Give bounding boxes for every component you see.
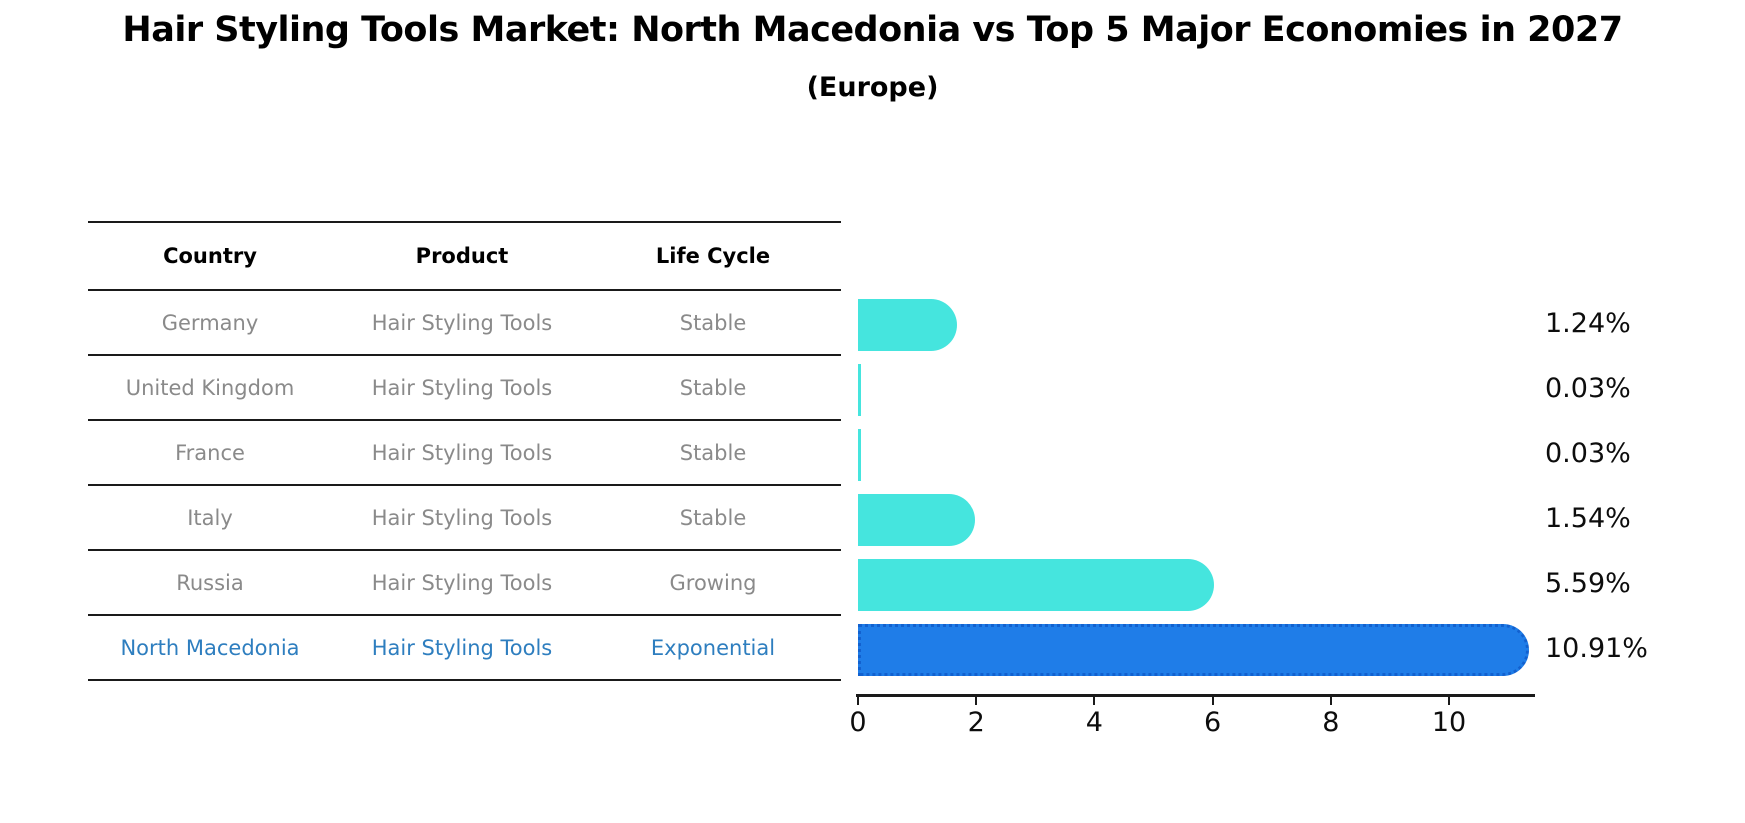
bar-value-label: 1.54% [1545, 503, 1631, 534]
table-cell-life-cycle: Exponential [650, 635, 776, 660]
column-header-product: Product [415, 244, 509, 268]
x-axis-tick-mark [857, 696, 859, 705]
table-separator-line [88, 289, 841, 291]
table-cell-country: North Macedonia [120, 635, 300, 660]
x-axis-tick-label: 2 [967, 707, 985, 738]
x-axis-tick-mark [1329, 696, 1332, 705]
table-cell-life-cycle: Stable [679, 440, 747, 465]
x-axis-tick-label: 10 [1431, 707, 1467, 738]
table-separator-line [88, 614, 841, 616]
x-axis-tick-label: 0 [849, 707, 867, 738]
bar-north-macedonia [858, 624, 1529, 676]
x-axis-line [856, 694, 1535, 697]
bar-value-label: 10.91% [1545, 633, 1648, 664]
table-separator-line [88, 419, 841, 421]
table-separator-line [88, 221, 841, 223]
bar-united-kingdom [858, 364, 861, 416]
table-separator-line [88, 549, 841, 551]
column-header-life-cycle: Life Cycle [655, 244, 771, 268]
column-header-country: Country [163, 244, 257, 268]
table-cell-product: Hair Styling Tools [371, 310, 553, 335]
bar-germany [858, 299, 958, 351]
bar-value-label: 0.03% [1545, 438, 1631, 469]
x-axis-tick-label: 6 [1204, 707, 1222, 738]
x-axis-tick-mark [1093, 696, 1096, 705]
x-axis-tick-mark [1211, 696, 1214, 705]
x-axis-tick-label: 4 [1085, 707, 1103, 738]
table-cell-life-cycle: Stable [679, 310, 747, 335]
table-cell-product: Hair Styling Tools [371, 440, 553, 465]
table-cell-country: France [175, 440, 245, 465]
table-cell-product: Hair Styling Tools [371, 570, 553, 595]
bar-value-label: 5.59% [1545, 568, 1631, 599]
table-cell-country: Russia [176, 570, 244, 595]
x-axis-tick-mark [1448, 696, 1450, 705]
bar-italy [858, 494, 975, 546]
table-separator-line [88, 354, 841, 356]
x-axis-tick-label: 8 [1322, 707, 1340, 738]
table-cell-life-cycle: Growing [669, 570, 757, 595]
bar-france [858, 429, 861, 481]
table-cell-life-cycle: Stable [679, 505, 747, 530]
x-axis-tick-mark [975, 696, 978, 705]
table-cell-product: Hair Styling Tools [371, 635, 553, 660]
table-cell-country: United Kingdom [125, 375, 295, 400]
bar-value-label: 1.24% [1545, 308, 1631, 339]
table-separator-line [88, 679, 841, 681]
table-cell-life-cycle: Stable [679, 375, 747, 400]
table-cell-product: Hair Styling Tools [371, 375, 553, 400]
chart-subtitle: (Europe) [806, 72, 939, 103]
table-cell-country: Germany [161, 310, 259, 335]
table-cell-country: Italy [187, 505, 233, 530]
bar-value-label: 0.03% [1545, 373, 1631, 404]
chart-title: Hair Styling Tools Market: North Macedon… [122, 10, 1623, 50]
table-separator-line [88, 484, 841, 486]
bar-russia [858, 559, 1215, 611]
table-cell-product: Hair Styling Tools [371, 505, 553, 530]
